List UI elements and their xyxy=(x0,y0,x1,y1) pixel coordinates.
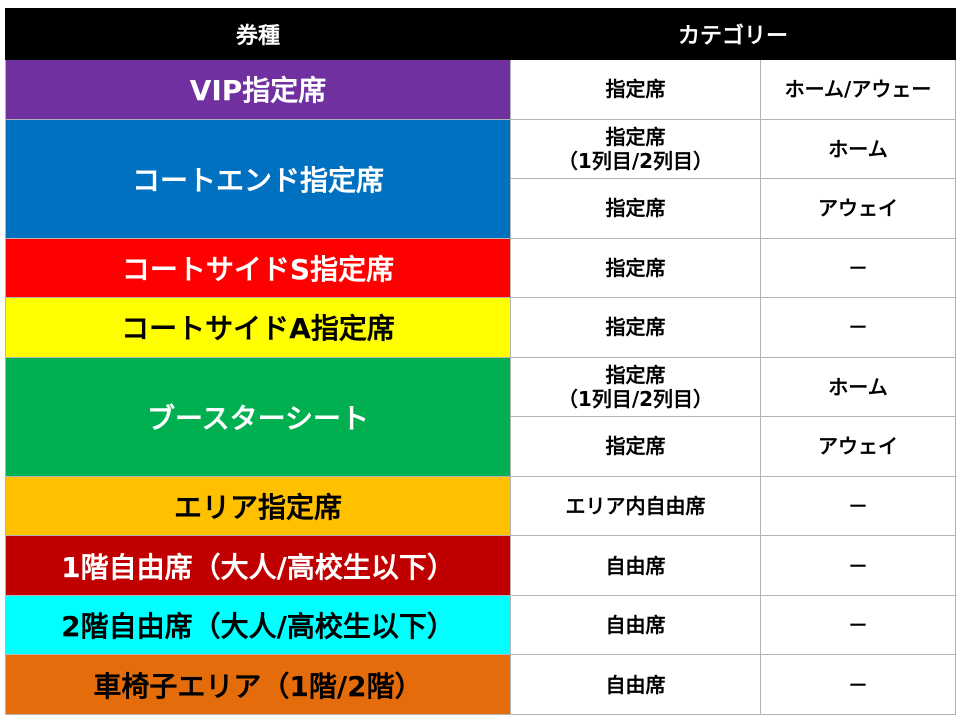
ticket-type-cell: 2階自由席（大人/高校生以下） xyxy=(5,594,511,656)
seat-category-cell: 指定席 xyxy=(510,59,761,120)
seat-category-cell: 指定席 （1列目/2列目） xyxy=(510,356,761,418)
seat-category-cell: 自由席 xyxy=(510,535,761,596)
seat-category-cell: 指定席 xyxy=(510,416,761,477)
ticket-type-cell: ブースターシート xyxy=(5,356,511,477)
table-row: 指定席 アウェイ xyxy=(6,416,957,477)
side-category-cell: ホーム/アウェー xyxy=(759,59,957,120)
side-category-cell: － xyxy=(759,594,957,656)
side-category-cell: － xyxy=(759,535,957,596)
header-ticket-type: 券種 xyxy=(5,8,511,60)
seat-category-cell: 指定席 xyxy=(510,297,761,358)
seat-category-label: 指定席 xyxy=(605,315,666,340)
ticket-type-cell: エリア指定席 xyxy=(5,475,511,537)
seat-category-label: 指定席 xyxy=(605,255,666,280)
ticket-type-cell: コートサイドA指定席 xyxy=(5,297,511,358)
side-category-cell: － xyxy=(759,475,957,537)
ticket-type-cell: VIP指定席 xyxy=(5,59,511,120)
seat-category-cell: 指定席 xyxy=(510,237,761,299)
seat-category-cell: 指定席 （1列目/2列目） xyxy=(510,118,761,180)
ticket-type-cell: 車椅子エリア（1階/2階） xyxy=(5,654,511,715)
seat-category-label: 自由席 xyxy=(605,553,666,578)
table-row: コートサイドS指定席 指定席 － xyxy=(5,237,957,299)
seat-category-label: 指定席 xyxy=(605,362,666,387)
side-category-cell: ホーム xyxy=(759,118,957,180)
seat-row-note: （1列目/2列目） xyxy=(557,148,714,173)
side-category-cell: アウェイ xyxy=(759,416,957,477)
seat-category-label: 自由席 xyxy=(605,672,666,697)
side-category-cell: － xyxy=(759,297,957,358)
table-row: コートサイドA指定席 指定席 － xyxy=(5,297,957,358)
table-row: 2階自由席（大人/高校生以下） 自由席 － xyxy=(5,594,957,656)
seat-row-note: （1列目/2列目） xyxy=(557,386,714,411)
seat-category-cell: エリア内自由席 xyxy=(510,475,761,537)
seat-category-cell: 自由席 xyxy=(510,654,761,715)
side-category-cell: － xyxy=(759,237,957,299)
seat-category-cell: 指定席 xyxy=(510,178,761,239)
header-category: カテゴリー xyxy=(509,8,957,60)
seat-category-label: 自由席 xyxy=(605,613,666,638)
table-row: 1階自由席（大人/高校生以下） 自由席 － xyxy=(5,535,957,596)
table-body: VIP指定席 指定席 ホーム/アウェー コートエンド指定席 指定席 （1列目/2列目） ホー… xyxy=(5,59,957,715)
ticket-type-cell: 1階自由席（大人/高校生以下） xyxy=(5,535,511,596)
table-row: 指定席 アウェイ xyxy=(6,178,957,239)
seat-category-label: 指定席 xyxy=(605,77,666,102)
table-row: エリア指定席 エリア内自由席 － xyxy=(5,475,957,537)
seat-category-label: エリア内自由席 xyxy=(565,493,706,518)
side-category-cell: アウェイ xyxy=(759,178,957,239)
seat-category-label: 指定席 xyxy=(605,196,666,221)
ticket-type-cell: コートエンド指定席 xyxy=(5,118,511,239)
table-row: コートエンド指定席 指定席 （1列目/2列目） ホーム xyxy=(5,118,957,239)
side-category-cell: － xyxy=(759,654,957,715)
header-row: 券種 カテゴリー xyxy=(5,8,957,60)
table-row: VIP指定席 指定席 ホーム/アウェー xyxy=(5,59,957,120)
table-row: 車椅子エリア（1階/2階） 自由席 － xyxy=(5,654,957,715)
table-row: ブースターシート 指定席 （1列目/2列目） ホーム xyxy=(5,356,957,477)
seat-category-cell: 自由席 xyxy=(510,594,761,656)
seat-category-label: 指定席 xyxy=(605,124,666,149)
ticket-type-cell: コートサイドS指定席 xyxy=(5,237,511,299)
side-category-cell: ホーム xyxy=(759,356,957,418)
seat-category-label: 指定席 xyxy=(605,434,666,459)
ticket-table: 券種 カテゴリー VIP指定席 指定席 ホーム/アウェー コートエンド指定席 指定席 （1… xyxy=(5,8,957,715)
